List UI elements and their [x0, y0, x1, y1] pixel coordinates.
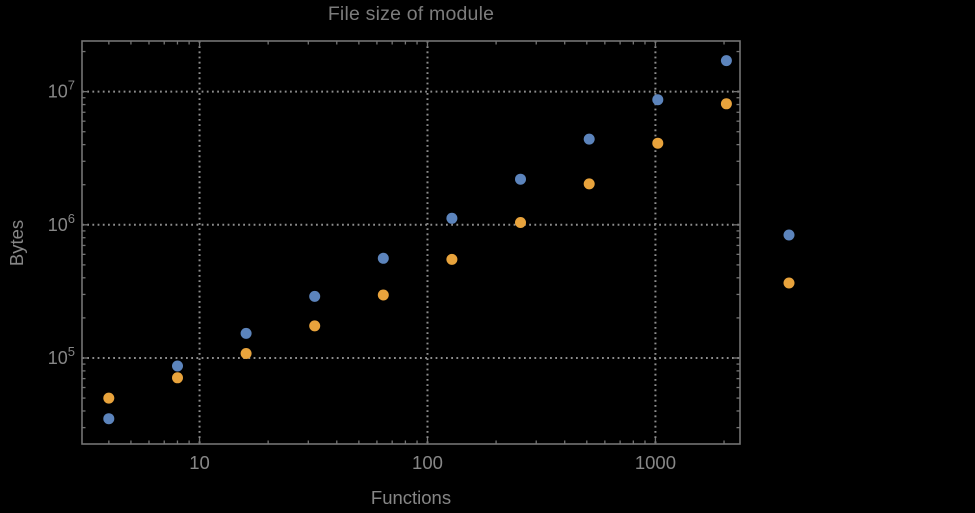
x-tick-label: 10	[189, 452, 210, 473]
series-series-blue	[103, 55, 732, 425]
y-tick-label: 107	[48, 78, 75, 102]
axis-ticks	[82, 41, 740, 444]
y-tick-label: 105	[48, 344, 75, 368]
data-point	[446, 212, 458, 224]
gridlines	[82, 41, 740, 444]
data-point	[515, 173, 526, 185]
data-point	[309, 320, 321, 332]
legend-marker	[783, 277, 795, 289]
chart-title: File size of module	[327, 3, 495, 25]
legend-marker	[783, 229, 795, 241]
y-axis-label: Bytes	[6, 219, 27, 267]
data-point	[446, 253, 458, 265]
data-point	[172, 372, 183, 384]
data-point	[172, 360, 183, 372]
tick-labels: 10 100 1000 105 106 107	[48, 78, 676, 473]
data-point	[583, 133, 595, 145]
data-point	[103, 413, 115, 425]
data-point	[583, 178, 595, 190]
data-point	[240, 348, 252, 359]
data-point	[377, 289, 389, 301]
data-point	[515, 217, 526, 228]
data-point	[103, 392, 115, 404]
plot-frame	[81, 40, 741, 445]
legend	[783, 229, 795, 289]
x-tick-label: 100	[412, 452, 443, 473]
data-point	[652, 94, 664, 106]
data-point	[309, 290, 321, 302]
data-point	[720, 98, 732, 110]
data-point	[720, 55, 732, 67]
x-tick-label: 1000	[635, 452, 676, 473]
frame-border	[81, 40, 741, 445]
y-tick-label: 106	[48, 211, 75, 235]
data-point	[377, 252, 389, 264]
x-axis-label: Functions	[370, 487, 452, 508]
data-point	[652, 137, 664, 149]
data-point	[240, 327, 252, 339]
series-series-orange	[103, 98, 732, 404]
